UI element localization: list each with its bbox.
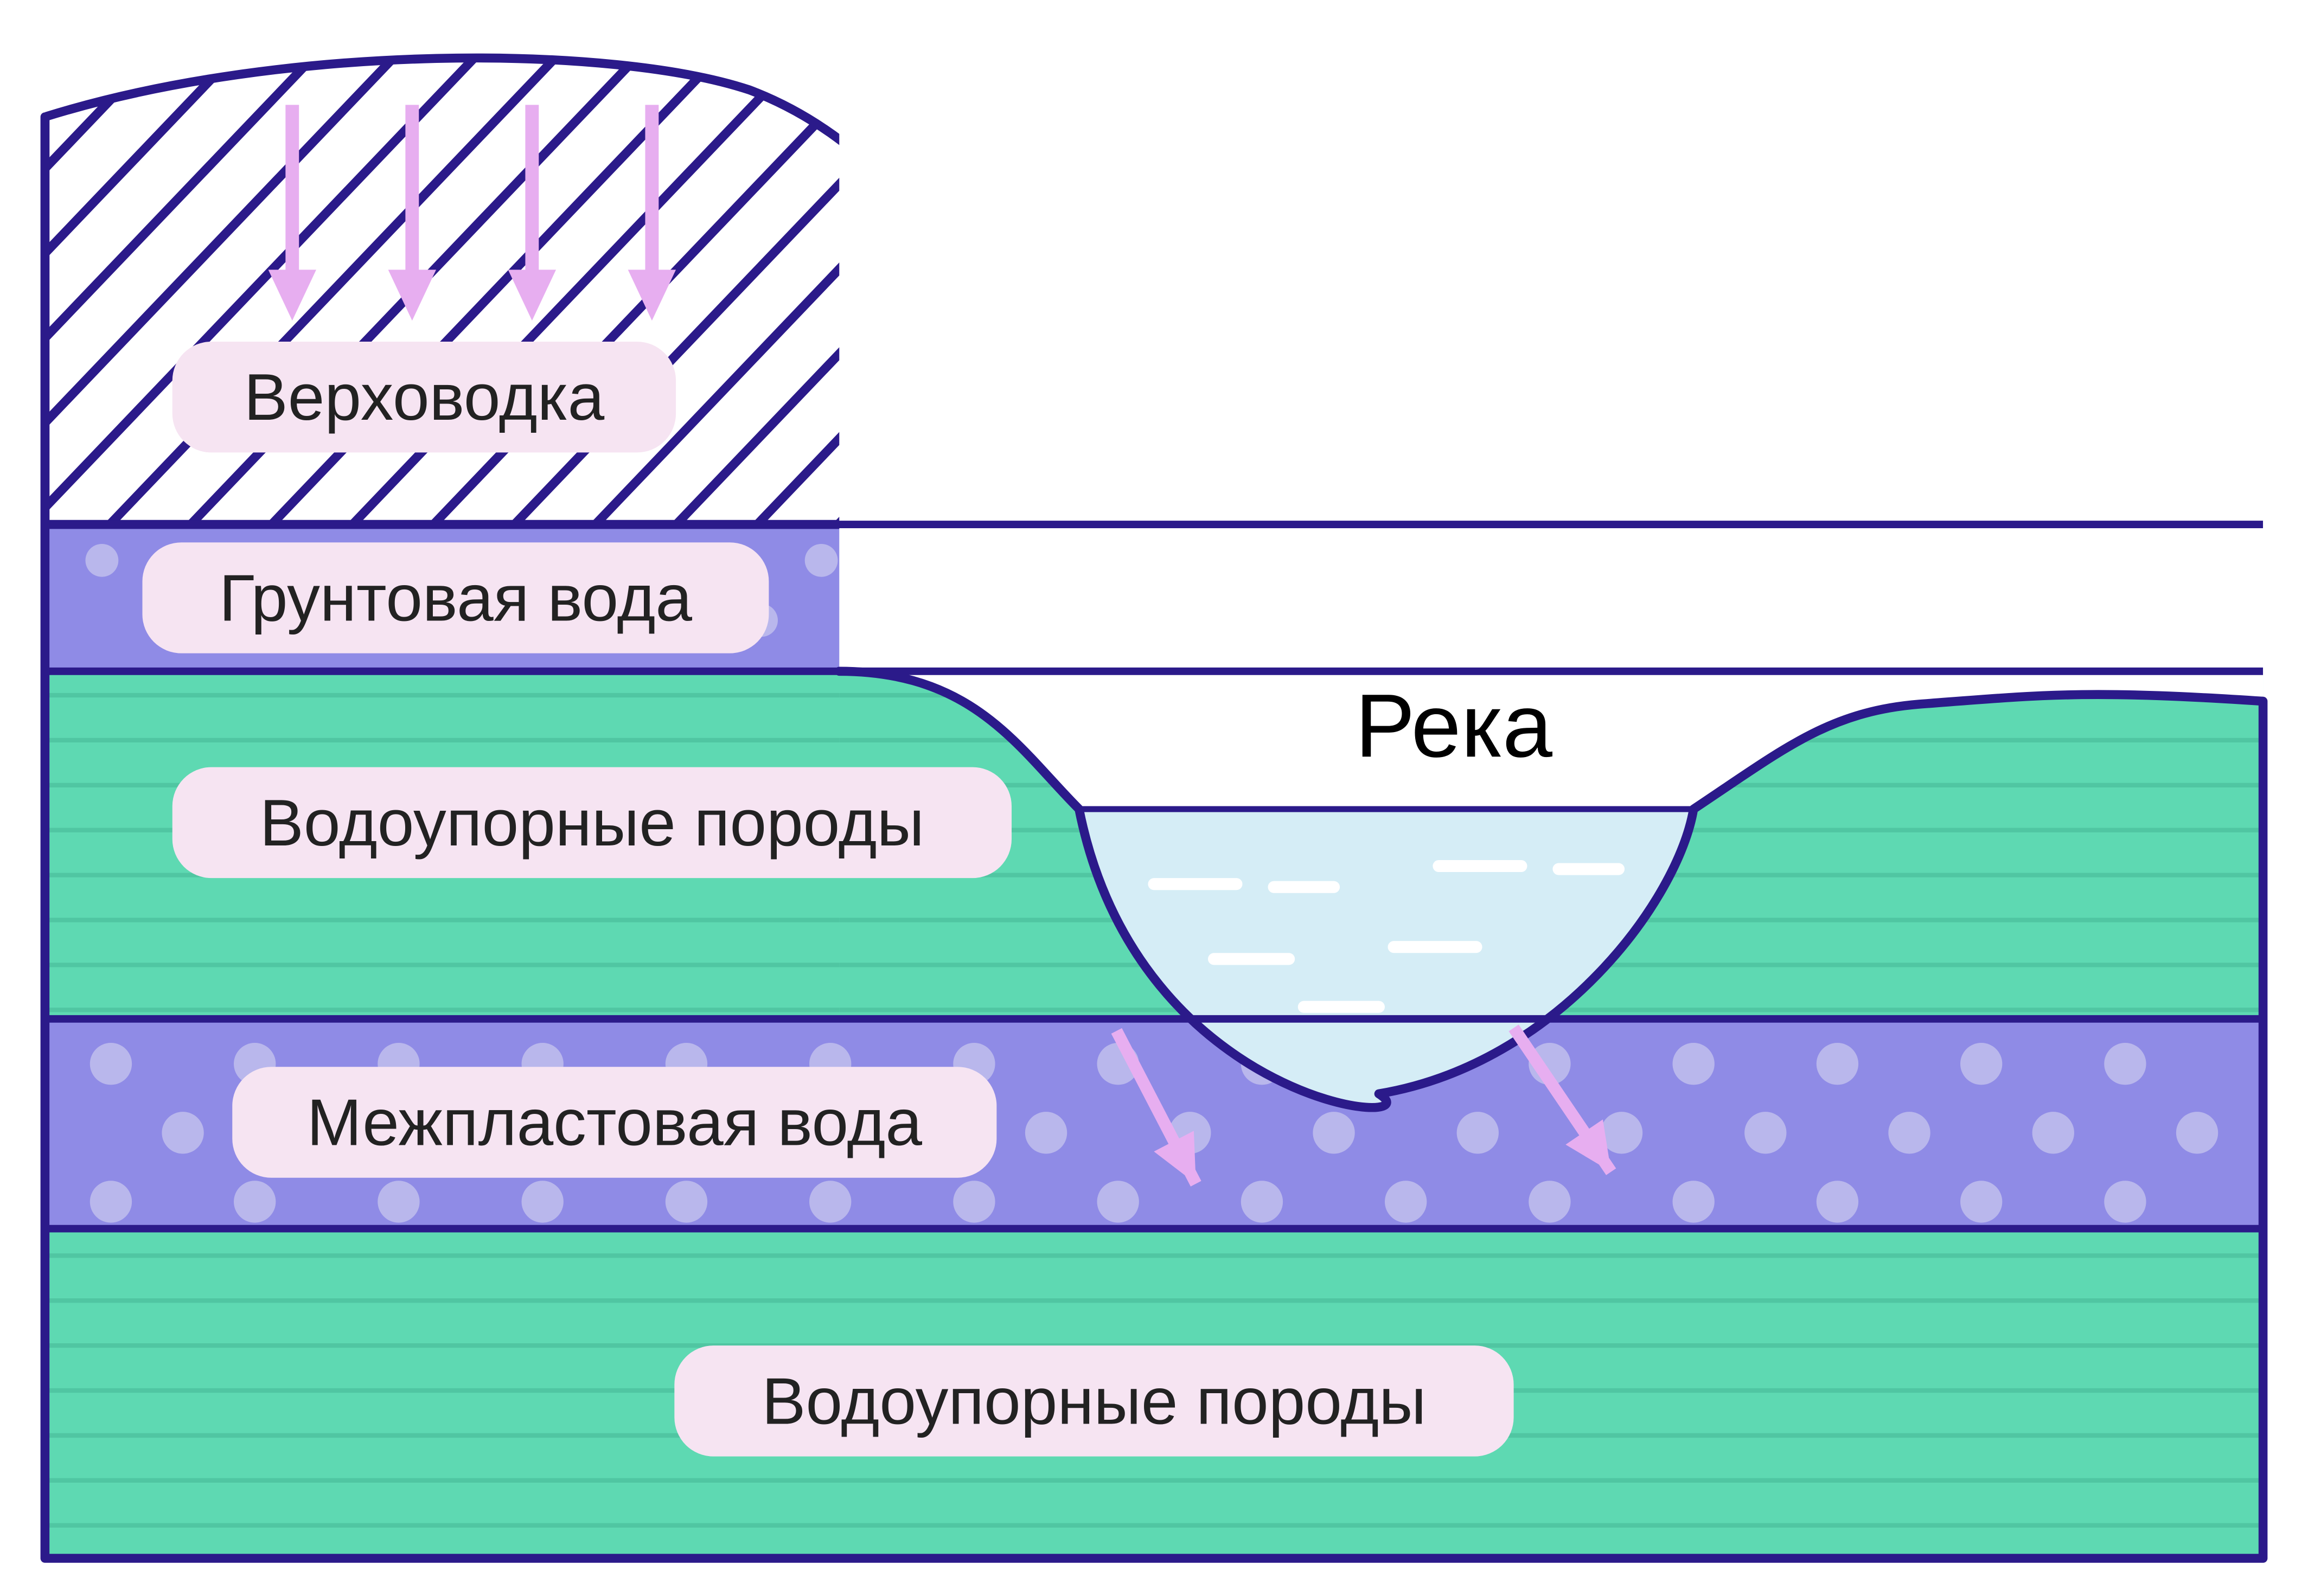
label-text: Водоупорные породы xyxy=(260,786,924,860)
label-vadose: Верховодка xyxy=(172,342,676,452)
geology-cross-section: Верховодка Грунтовая вода Водоупорные поро… xyxy=(0,0,2308,1596)
label-text: Грунтовая вода xyxy=(219,561,693,634)
label-aquiclude_upper: Водоупорные породы xyxy=(172,767,1012,878)
label-text: Верховодка xyxy=(244,360,605,434)
label-groundwater: Грунтовая вода xyxy=(142,542,769,653)
label-river: Река xyxy=(1355,676,1553,776)
label-interbed: Межпластовая вода xyxy=(232,1067,996,1177)
label-text: Водоупорные породы xyxy=(762,1364,1426,1438)
label-aquiclude_lower: Водоупорные породы xyxy=(674,1345,1513,1456)
label-text: Межпластовая вода xyxy=(307,1085,923,1159)
